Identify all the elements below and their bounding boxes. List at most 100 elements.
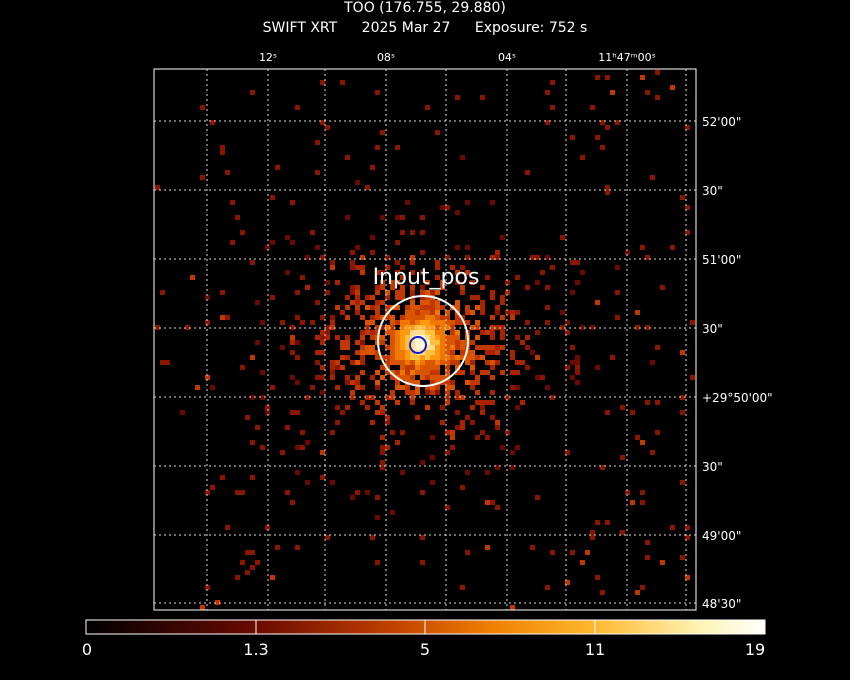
event-pixel (640, 585, 645, 590)
event-pixel (530, 350, 535, 355)
event-pixel (425, 335, 430, 340)
event-pixel (390, 370, 395, 375)
event-pixel (525, 320, 530, 325)
event-pixel (490, 365, 495, 370)
event-pixel (385, 370, 390, 375)
event-pixel (460, 585, 465, 590)
event-pixel (295, 315, 300, 320)
event-pixel (470, 370, 475, 375)
event-pixel (575, 380, 580, 385)
event-pixel (490, 345, 495, 350)
event-pixel (465, 305, 470, 310)
event-pixel (455, 95, 460, 100)
event-pixel (485, 345, 490, 350)
event-pixel (385, 295, 390, 300)
event-pixel (615, 315, 620, 320)
event-pixel (340, 80, 345, 85)
event-pixel (185, 325, 190, 330)
event-pixel (395, 305, 400, 310)
event-pixel (670, 525, 675, 530)
event-pixel (455, 410, 460, 415)
event-pixel (385, 355, 390, 360)
event-pixel (500, 300, 505, 305)
event-pixel (420, 560, 425, 565)
event-pixel (435, 385, 440, 390)
event-pixel (415, 320, 420, 325)
event-pixel (465, 415, 470, 420)
event-pixel (335, 365, 340, 370)
event-pixel (410, 335, 415, 340)
event-pixel (370, 350, 375, 355)
event-pixel (375, 90, 380, 95)
event-pixel (395, 440, 400, 445)
event-pixel (220, 145, 225, 150)
event-pixel (405, 200, 410, 205)
event-pixel (495, 255, 500, 260)
event-pixel (410, 365, 415, 370)
event-pixel (420, 535, 425, 540)
event-pixel (345, 335, 350, 340)
event-pixel (375, 385, 380, 390)
event-pixel (445, 505, 450, 510)
input-pos-label: Input_pos (373, 265, 480, 290)
event-pixel (385, 315, 390, 320)
event-pixel (445, 345, 450, 350)
event-pixel (680, 410, 685, 415)
colorbar-label: 1.3 (243, 640, 269, 659)
event-pixel (365, 330, 370, 335)
event-pixel (350, 380, 355, 385)
event-pixel (635, 435, 640, 440)
event-pixel (660, 560, 665, 565)
event-pixel (385, 325, 390, 330)
event-pixel (345, 345, 350, 350)
event-pixel (345, 305, 350, 310)
event-pixel (255, 560, 260, 565)
event-pixel (360, 345, 365, 350)
event-pixel (425, 280, 430, 285)
event-pixel (415, 360, 420, 365)
event-pixel (415, 380, 420, 385)
event-pixel (290, 500, 295, 505)
event-pixel (465, 550, 470, 555)
event-pixel (425, 365, 430, 370)
event-pixel (455, 425, 460, 430)
event-pixel (485, 360, 490, 365)
event-pixel (350, 285, 355, 290)
event-pixel (435, 290, 440, 295)
colorbar-label: 5 (419, 640, 431, 659)
event-pixel (425, 295, 430, 300)
event-pixel (465, 200, 470, 205)
event-pixel (330, 315, 335, 320)
event-pixel (375, 270, 380, 275)
event-pixel (385, 290, 390, 295)
event-pixel (470, 325, 475, 330)
event-pixel (630, 410, 635, 415)
event-pixel (620, 530, 625, 535)
event-pixel (435, 325, 440, 330)
event-pixel (650, 450, 655, 455)
event-pixel (365, 490, 370, 495)
event-pixel (440, 360, 445, 365)
event-pixel (360, 400, 365, 405)
event-pixel (420, 295, 425, 300)
event-pixel (285, 490, 290, 495)
event-pixel (450, 380, 455, 385)
event-pixel (340, 340, 345, 345)
event-pixel (400, 370, 405, 375)
event-pixel (645, 555, 650, 560)
event-pixel (390, 340, 395, 345)
event-pixel (325, 330, 330, 335)
event-pixel (600, 120, 605, 125)
event-pixel (595, 75, 600, 80)
event-pixel (210, 485, 215, 490)
event-pixel (370, 165, 375, 170)
event-pixel (450, 340, 455, 345)
event-pixel (485, 500, 490, 505)
event-pixel (345, 405, 350, 410)
event-pixel (545, 305, 550, 310)
event-pixel (350, 395, 355, 400)
event-pixel (290, 200, 295, 205)
event-pixel (475, 375, 480, 380)
event-pixel (370, 395, 375, 400)
event-pixel (345, 380, 350, 385)
